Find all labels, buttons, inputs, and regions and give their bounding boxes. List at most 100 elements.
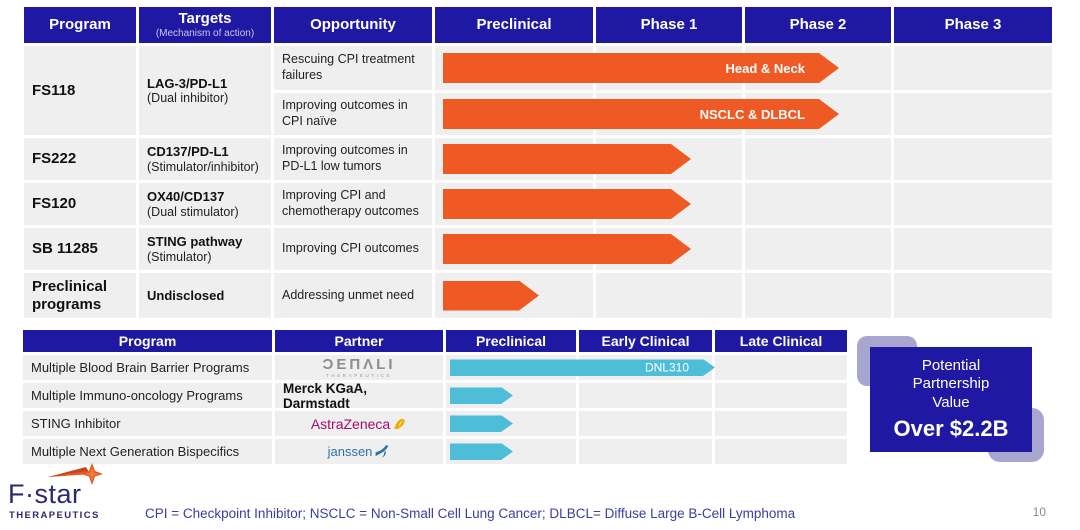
program-cell-preclinical: Preclinical programs (24, 273, 136, 318)
opportunity-text: Improving CPI and chemotherapy outcomes (282, 188, 419, 218)
astrazeneca-wordmark: AstraZeneca (310, 415, 391, 432)
page-number: 10 (1032, 505, 1046, 519)
program-cell-sb11285: SB 11285 (24, 228, 136, 270)
target-mechanism: (Stimulator) (147, 249, 212, 264)
target-name: STING pathway (147, 234, 243, 250)
col-header-preclinical: Preclinical (446, 330, 576, 352)
target-cell-preclinical: Undisclosed (139, 273, 271, 318)
header-label: Late Clinical (739, 333, 823, 349)
program-name: FS222 (32, 150, 77, 168)
astrazeneca-swirl-icon (394, 418, 405, 430)
gantt-track: NSCLC & DLBCL (435, 93, 1052, 135)
header-label: Phase 3 (944, 15, 1002, 33)
header-label: Targets (178, 10, 232, 28)
denali-sub: THERAPEUTICS (326, 372, 392, 378)
partner-cell-astrazeneca: AstraZeneca (275, 411, 443, 436)
partnered-pipeline-table: Program Partner Preclinical Early Clinic… (23, 330, 847, 464)
col-header-phase1: Phase 1 (596, 7, 742, 43)
header-label: Phase 2 (789, 15, 847, 33)
header-label: Program (118, 333, 177, 349)
program-name: SB 11285 (32, 240, 98, 258)
col-header-late-clinical: Late Clinical (715, 330, 847, 352)
target-cell-fs118: LAG-3/PD-L1 (Dual inhibitor) (139, 46, 271, 135)
partner-cell-merck: Merck KGaA, Darmstadt (275, 380, 443, 411)
program-name: Multiple Immuno-oncology Programs (31, 388, 243, 403)
target-mechanism: (Stimulator/inhibitor) (147, 159, 259, 174)
proprietary-pipeline-table: Program Targets (Mechanism of action) Op… (24, 7, 1052, 318)
col-header-targets: Targets (Mechanism of action) (139, 7, 271, 43)
partnership-value-box: Potential Partnership Value Over $2.2B (870, 347, 1032, 452)
gantt-track (435, 138, 1052, 180)
header-label: Opportunity (310, 15, 396, 33)
program-cell: Multiple Blood Brain Barrier Programs (23, 355, 272, 380)
col-header-opportunity: Opportunity (274, 7, 432, 43)
indication-label: Head & Neck (725, 60, 805, 76)
partner-cell-janssen: janssen (275, 439, 443, 464)
gantt-track (435, 228, 1052, 270)
gantt-track (446, 439, 847, 464)
progress-arrow-preclinical (443, 281, 539, 311)
opportunity-text: Addressing unmet need (282, 287, 415, 302)
header-label: Phase 1 (640, 15, 698, 33)
gantt-track: Head & Neck (435, 46, 1052, 90)
target-cell-fs120: OX40/CD137 (Dual stimulator) (139, 183, 271, 225)
progress-arrow-astrazeneca (450, 415, 513, 432)
janssen-wordmark: janssen (327, 444, 373, 459)
col-header-preclinical: Preclinical (435, 7, 593, 43)
target-mechanism: (Dual inhibitor) (147, 91, 229, 106)
fstar-wordmark: F·star (8, 479, 82, 509)
program-cell: Multiple Next Generation Bispecifics (23, 439, 272, 464)
col-header-phase3: Phase 3 (894, 7, 1052, 43)
col-header-program: Program (24, 7, 136, 43)
janssen-flag-icon (376, 445, 389, 458)
gantt-track: DNL310 (446, 355, 847, 380)
opportunity-text: Improving CPI outcomes (282, 241, 419, 256)
opportunity-cell: Improving outcomes in PD-L1 low tumors (274, 138, 432, 180)
opportunity-text: Improving outcomes in PD-L1 low tumors (282, 143, 408, 173)
header-label: Preclinical (476, 15, 552, 33)
merck-wordmark: Merck KGaA, Darmstadt (283, 380, 368, 411)
progress-arrow-sb11285 (443, 234, 691, 264)
target-cell-sb11285: STING pathway (Stimulator) (139, 228, 271, 270)
progress-arrow-janssen (450, 443, 513, 460)
indication-label: NSCLC & DLBCL (699, 106, 805, 122)
value-box-line: Partnership (912, 375, 990, 393)
col-header-partner: Partner (275, 330, 443, 352)
opportunity-text: Rescuing CPI treatment failures (282, 52, 415, 82)
header-label: Early Clinical (601, 333, 690, 349)
program-name: FS118 (32, 81, 76, 99)
target-name: Undisclosed (147, 287, 225, 303)
program-name: FS120 (32, 195, 77, 213)
opportunity-cell: Addressing unmet need (274, 273, 432, 318)
janssen-logo: janssen (328, 444, 391, 459)
target-name: OX40/CD137 (147, 189, 225, 205)
asset-label: DNL310 (644, 360, 689, 375)
abbreviation-footnote: CPI = Checkpoint Inhibitor; NSCLC = Non-… (145, 506, 796, 521)
header-label: Partner (334, 333, 384, 349)
program-name: STING Inhibitor (31, 416, 121, 431)
opportunity-cell: Improving CPI and chemotherapy outcomes (274, 183, 432, 225)
progress-arrow-fs118-2: NSCLC & DLBCL (443, 99, 839, 129)
opportunity-cell: Improving outcomes in CPI naïve (274, 93, 432, 135)
progress-arrow-dnl310: DNL310 (450, 359, 715, 376)
astrazeneca-logo: AstraZeneca (311, 416, 407, 432)
target-cell-fs222: CD137/PD-L1 (Stimulator/inhibitor) (139, 138, 271, 180)
progress-arrow-fs118-1: Head & Neck (443, 53, 839, 83)
program-cell: STING Inhibitor (23, 411, 272, 436)
gantt-track (435, 273, 1052, 318)
progress-arrow-fs222 (443, 144, 691, 174)
target-mechanism: (Dual stimulator) (147, 204, 239, 219)
opportunity-text: Improving outcomes in CPI naïve (282, 98, 408, 128)
value-box-line: Potential (921, 356, 981, 374)
program-name: Multiple Blood Brain Barrier Programs (31, 360, 250, 375)
denali-wordmark: ƆEΠΛLI (322, 355, 396, 373)
target-name: LAG-3/PD-L1 (147, 75, 228, 91)
program-cell-fs222: FS222 (24, 138, 136, 180)
col-header-program: Program (23, 330, 272, 352)
gantt-track (435, 183, 1052, 225)
program-cell: Multiple Immuno-oncology Programs (23, 383, 272, 408)
col-header-phase2: Phase 2 (745, 7, 891, 43)
header-label: Preclinical (475, 333, 547, 349)
program-cell-fs118: FS118 (24, 46, 136, 135)
